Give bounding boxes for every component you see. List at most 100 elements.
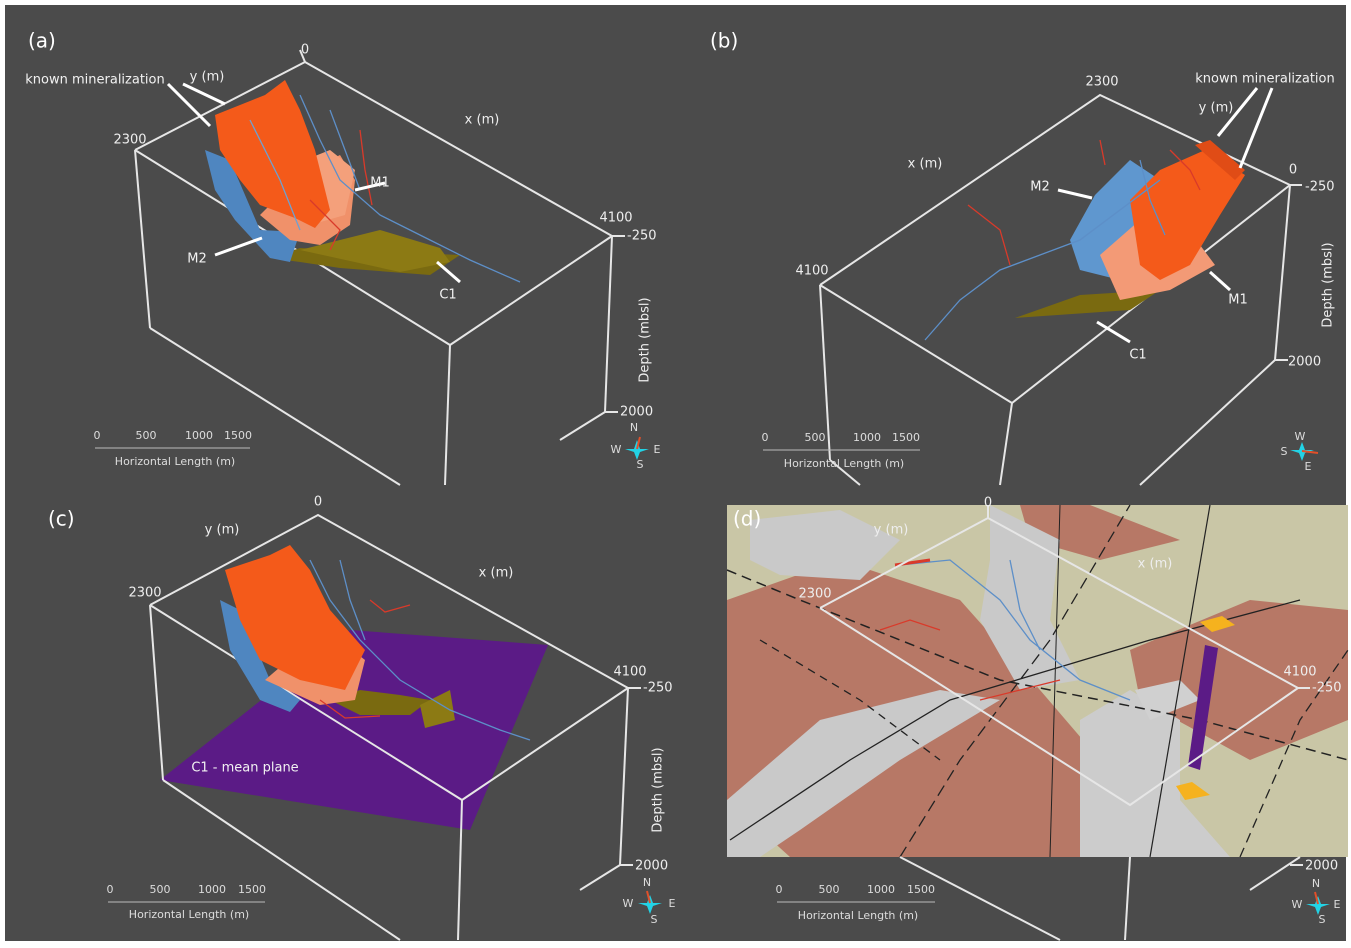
annotation: M1 [370,176,390,191]
scale-tick: 1000 [185,429,213,442]
compass-label: S [1319,913,1326,926]
compass-label: S [1281,445,1288,458]
tick-label: 0 [314,495,322,510]
scale-tick: 1500 [907,883,935,896]
compass-label: N [643,876,651,889]
axis-label: Depth (mbsl) [1321,242,1336,327]
annotation-arrows [1057,87,1274,344]
drillholes [249,94,521,283]
scale-bar: 0 500 1000 1500 Horizontal Length (m) [107,883,267,921]
compass-label: E [654,443,661,456]
ore-bodies [1015,140,1245,318]
axis-label: Depth (mbsl) [638,297,653,382]
tick-label: 0 [1289,163,1297,178]
bounding-box [819,505,1310,941]
tick-label: 4100 [795,264,828,279]
scale-tick: 500 [136,429,157,442]
tick-label: -250 [627,229,657,244]
compass-label: S [637,458,644,471]
tick-label: -250 [643,681,673,696]
scale-bar: 0 500 1000 1500 Horizontal Length (m) [776,883,935,922]
panel-d: (d) 0 2300 4100 -250 2000 y (m) x (m) 0 … [726,496,1349,941]
axis-label: Depth (mbsl) [651,747,666,832]
axis-label: y (m) [190,70,225,85]
ore-bodies [205,80,460,275]
scale-title: Horizontal Length (m) [115,455,235,468]
compass-label: E [1334,898,1341,911]
axis-label: x (m) [908,157,943,172]
compass-label: W [1295,430,1306,443]
tick-label: 2000 [620,405,653,420]
scale-tick: 1500 [224,429,252,442]
tick-label: 2000 [1305,859,1338,874]
panel-b: (b) 0 2300 4100 -250 2000 y (m) x (m) De… [710,29,1336,486]
axis-label: y (m) [874,523,909,538]
panel-label: (c) [48,507,75,531]
tick-label: 4100 [1283,665,1316,680]
scale-tick: 1500 [238,883,266,896]
scale-tick: 500 [819,883,840,896]
tick-label: 2000 [1288,355,1321,370]
compass-label: W [1292,898,1303,911]
compass-label: W [623,897,634,910]
annotation: known mineralization [25,73,164,88]
compass-label: E [1305,460,1312,473]
scale-title: Horizontal Length (m) [784,457,904,470]
annotation: C1 [439,288,456,303]
axis-label: y (m) [205,523,240,538]
panel-label: (d) [733,507,761,531]
scale-tick: 1000 [198,883,226,896]
compass-label: N [630,421,638,434]
scale-tick: 0 [776,883,783,896]
scale-tick: 500 [805,431,826,444]
annotation-arrows [166,82,461,284]
scale-tick: 0 [107,883,114,896]
tick-label: 2300 [798,587,831,602]
scale-tick: 1000 [853,431,881,444]
tick-label: 2300 [113,133,146,148]
axis-label: x (m) [1138,557,1173,572]
tick-label: 0 [984,496,992,511]
compass-label: N [1312,877,1320,890]
scale-tick: 500 [150,883,171,896]
axis-label: y (m) [1199,101,1234,116]
annotation: M1 [1228,293,1248,308]
scale-bar: 0 500 1000 1500 Horizontal Length (m) [762,431,920,470]
annotation: M2 [1030,180,1050,195]
scale-bar: 0 500 1000 1500 Horizontal Length (m) [94,429,253,468]
drillholes [924,139,1201,341]
annotation: known mineralization [1195,72,1334,87]
mean-plane [160,630,548,830]
panel-a: (a) 0 2300 4100 -250 2000 y (m) x (m) De… [25,29,661,486]
drillholes [309,559,531,741]
scale-tick: 0 [94,429,101,442]
tick-label: 4100 [599,211,632,226]
compass-label: E [669,897,676,910]
tick-label: 4100 [613,665,646,680]
annotation: C1 - mean plane [191,761,298,776]
geological-map [726,504,1349,858]
ore-bodies [220,545,455,728]
panel-label: (a) [28,29,56,53]
tick-label: -250 [1312,681,1342,696]
annotation: M2 [187,252,207,267]
scale-tick: 0 [762,431,769,444]
compass: W S E [1281,430,1319,473]
scale-tick: 1000 [867,883,895,896]
panel-label: (b) [710,29,738,53]
tick-label: 2300 [128,586,161,601]
scale-title: Horizontal Length (m) [129,908,249,921]
compass-label: S [651,913,658,926]
panel-c: (c) 0 2300 4100 -250 2000 y (m) x (m) De… [48,495,676,941]
scale-tick: 1500 [892,431,920,444]
tick-label: 0 [301,43,309,58]
axis-label: x (m) [465,113,500,128]
axis-label: x (m) [479,566,514,581]
tick-label: -250 [1305,180,1335,195]
scale-title: Horizontal Length (m) [798,909,918,922]
compass-label: W [611,443,622,456]
compass: N W E S [1292,877,1341,926]
compass: N W E S [623,876,676,926]
